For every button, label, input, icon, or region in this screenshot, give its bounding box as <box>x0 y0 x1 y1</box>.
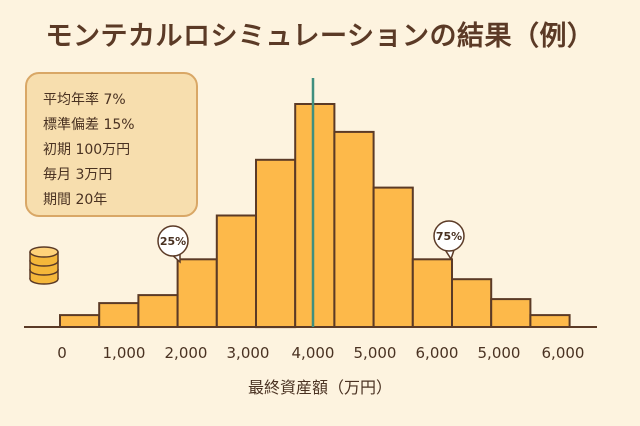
param-initial: 初期 100万円 <box>43 142 131 158</box>
histogram-bar <box>59 314 101 329</box>
chart-title: モンテカルロシミュレーションの結果（例） <box>45 21 595 52</box>
x-tick-label: 4,000 <box>292 344 335 362</box>
coin-stack-icon <box>29 246 59 285</box>
histogram-bar <box>215 214 258 328</box>
histogram-bar <box>294 103 336 328</box>
x-tick-label: 2,000 <box>165 344 208 362</box>
x-axis-label: 最終資産額（万円） <box>248 378 392 397</box>
param-period: 期間 20年 <box>43 192 108 208</box>
histogram-bar <box>529 314 571 329</box>
percentile-label: 75% <box>436 230 462 243</box>
histogram-bar <box>137 294 179 329</box>
percentile-callout: 25% <box>157 225 189 264</box>
x-tick-label: 1,000 <box>103 344 146 362</box>
param-mean-return: 平均年率 7% <box>43 92 126 108</box>
x-tick-label: 3,000 <box>227 344 270 362</box>
x-tick-label: 6,000 <box>542 344 585 362</box>
histogram-bar <box>255 158 297 329</box>
histogram-bar <box>411 258 453 328</box>
percentile-callout: 75% <box>433 220 465 261</box>
x-tick-label: 5,000 <box>354 344 397 362</box>
param-monthly: 毎月 3万円 <box>43 167 113 183</box>
histogram-bar <box>490 298 532 329</box>
parameter-panel: 平均年率 7% 標準偏差 15% 初期 100万円 毎月 3万円 期間 20年 <box>25 72 198 217</box>
x-tick-label: 5,000 <box>478 344 521 362</box>
histogram-bar <box>372 186 414 328</box>
histogram-bar <box>333 130 375 328</box>
histogram-bar <box>451 278 493 329</box>
x-tick-label: 6,000 <box>416 344 459 362</box>
param-std-dev: 標準偏差 15% <box>43 117 135 133</box>
x-tick-label: 0 <box>57 344 67 362</box>
percentile-label: 25% <box>160 235 186 248</box>
histogram-bar <box>176 258 218 328</box>
histogram-bar <box>98 302 140 329</box>
